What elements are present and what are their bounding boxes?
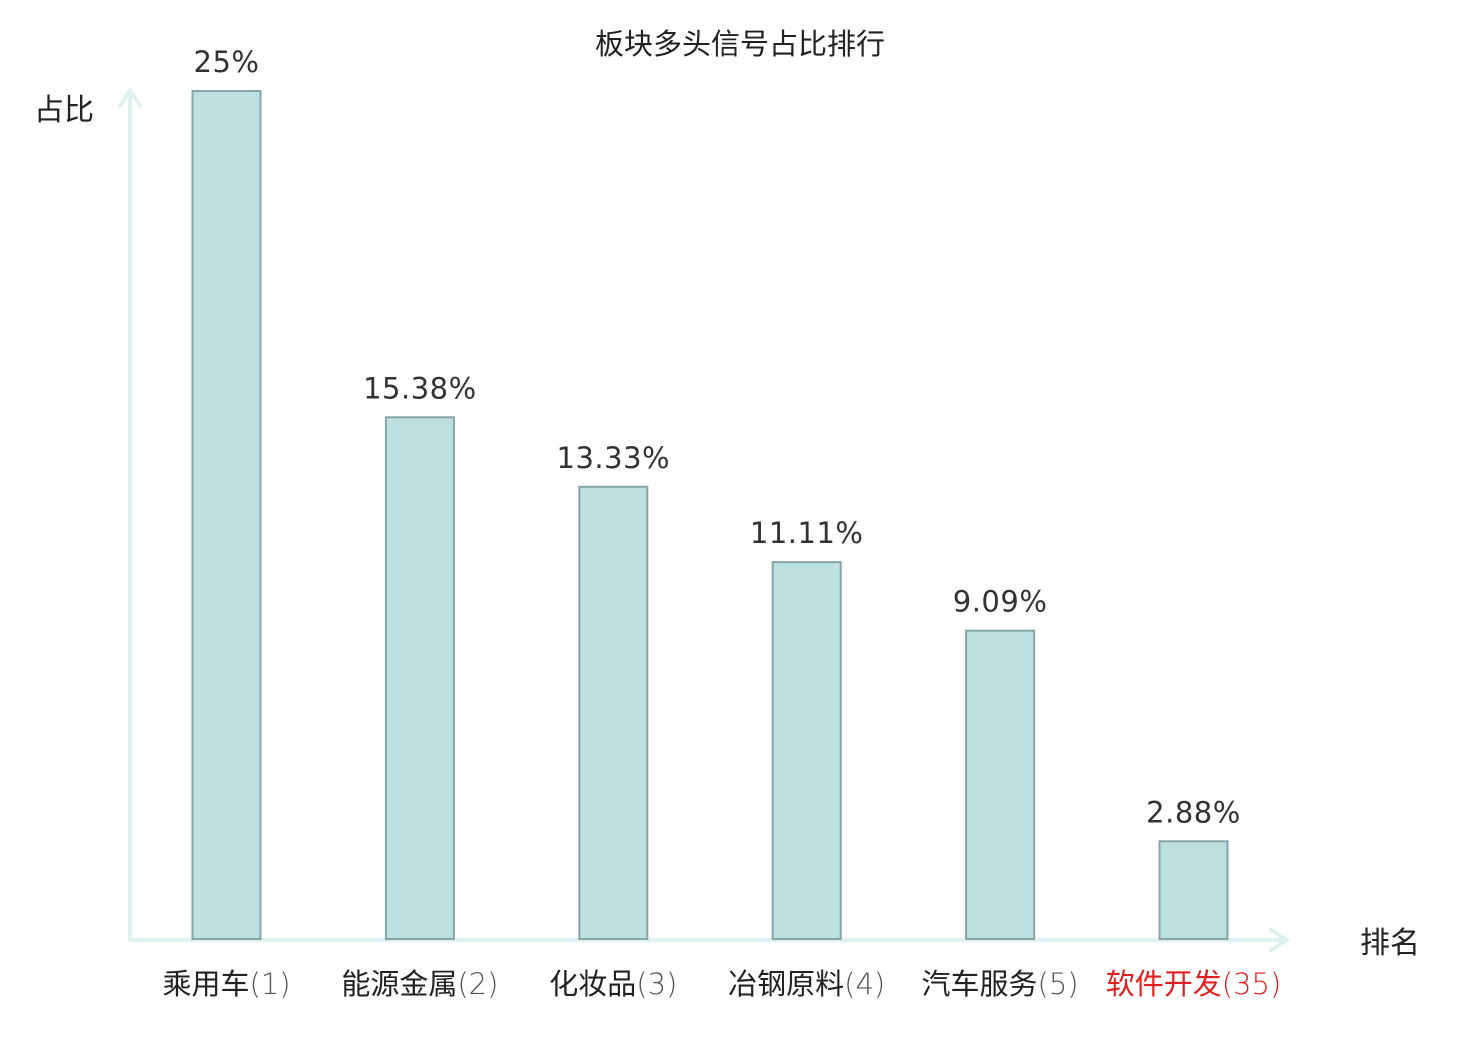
category-name: 冶钢原料 (728, 967, 844, 1001)
category-label: 乘用车(1) (162, 967, 290, 1001)
category-name: 能源金属 (341, 967, 457, 1001)
category-label: 软件开发(35) (1106, 967, 1282, 1001)
category-rank: (35) (1222, 967, 1282, 1001)
bar (771, 561, 842, 940)
value-label: 9.09% (953, 585, 1048, 619)
value-labels-group: 25% 15.38% 13.33% 11.11% 9.09% 2.88% (194, 45, 1241, 829)
value-label: 15.38% (363, 371, 477, 405)
category-name: 汽车服务 (922, 967, 1038, 1001)
category-labels-group: 乘用车(1) 能源金属(2) 化妆品(3) 冶钢原料(4) 汽车服务(5) 软件开发(35… (162, 967, 1281, 1001)
value-label: 13.33% (557, 441, 671, 475)
chart-title: 板块多头信号占比排行 (595, 27, 885, 61)
category-label: 冶钢原料(4) (728, 967, 885, 1001)
category-rank: (1) (249, 967, 290, 1001)
category-rank: (2) (457, 967, 498, 1001)
category-label: 化妆品(3) (549, 967, 677, 1001)
y-axis-arrow (118, 88, 142, 108)
category-label: 能源金属(2) (341, 967, 498, 1001)
bar (1158, 840, 1229, 940)
x-axis: 排名 (128, 926, 1420, 961)
bars-group (191, 90, 1229, 940)
category-name: 乘用车 (162, 967, 249, 1001)
y-axis-label: 占比 (34, 93, 94, 128)
value-label: 25% (194, 45, 260, 79)
category-rank: (5) (1038, 967, 1079, 1001)
category-name: 软件开发 (1106, 967, 1222, 1001)
category-rank: (3) (636, 967, 677, 1001)
category-rank: (4) (844, 967, 885, 1001)
bar (965, 629, 1036, 940)
value-label: 2.88% (1146, 795, 1241, 829)
category-label: 汽车服务(5) (922, 967, 1079, 1001)
x-axis-arrow (1269, 928, 1289, 952)
bar (191, 90, 262, 940)
bar (384, 416, 455, 940)
category-name: 化妆品 (549, 967, 636, 1001)
x-axis-label: 排名 (1360, 926, 1420, 961)
value-label: 11.11% (750, 516, 864, 550)
bar (578, 485, 649, 940)
y-axis: 占比 (34, 88, 142, 942)
